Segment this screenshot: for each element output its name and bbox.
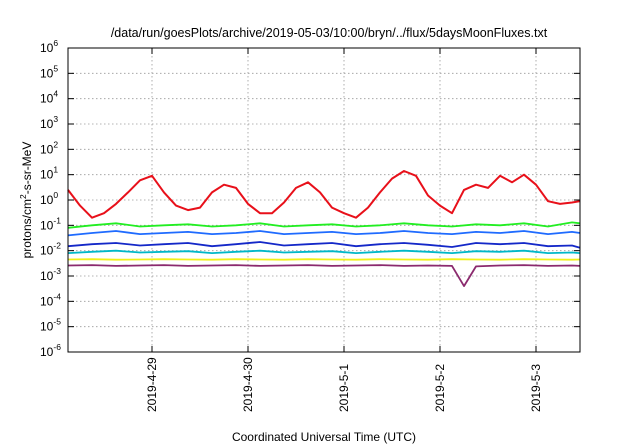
y-tick-label: 100 [40, 190, 58, 207]
y-tick-base: 10 [40, 66, 54, 80]
y-tick-base: 10 [40, 269, 54, 283]
x-axis-label: Coordinated Universal Time (UTC) [232, 430, 416, 444]
y-tick-base: 10 [40, 294, 54, 308]
y-tick-exponent: 6 [53, 38, 58, 48]
series-green-line [67, 221, 581, 229]
y-tick-exponent: 1 [53, 165, 58, 175]
y-axis-label-sup: 2 [18, 194, 28, 199]
y-axis-label: protons/cm2-s-sr-MeV [18, 142, 34, 259]
x-axis-ticks: 2019-4-29 2019-4-30 2019-5-1 2019-5-2 2019-5… [145, 48, 543, 412]
series-navy-line [67, 241, 581, 249]
y-tick-label: 10-5 [40, 317, 61, 334]
x-tick-label: 2019-4-30 [241, 357, 255, 412]
y-axis-label-main: protons/cm [20, 199, 34, 258]
y-tick-label: 10-2 [40, 241, 61, 258]
y-tick-base: 10 [40, 345, 54, 359]
y-tick-exponent: 0 [53, 190, 58, 200]
y-tick-base: 10 [40, 168, 54, 182]
x-tick-label: 2019-5-2 [433, 364, 447, 412]
series-group [67, 170, 581, 288]
series-red-line [67, 170, 581, 219]
y-tick-base: 10 [40, 142, 54, 156]
y-tick-exponent: -5 [53, 317, 61, 327]
y-tick-exponent: 3 [53, 114, 58, 124]
y-tick-label: 104 [40, 89, 58, 106]
x-tick-label: 2019-5-1 [337, 364, 351, 412]
y-tick-base: 10 [40, 244, 54, 258]
y-tick-exponent: 5 [53, 63, 58, 73]
y-tick-base: 10 [40, 218, 54, 232]
y-tick-exponent: 2 [53, 139, 58, 149]
y-tick-label: 105 [40, 63, 58, 80]
y-tick-label: 101 [40, 165, 58, 182]
y-tick-exponent: -6 [53, 342, 61, 352]
x-tick-label: 2019-5-3 [529, 364, 543, 412]
y-tick-label: 10-3 [40, 266, 61, 283]
y-tick-label: 10-4 [40, 291, 61, 308]
y-tick-label: 10-6 [40, 342, 61, 359]
series-purple-line [67, 264, 581, 288]
y-tick-exponent: -1 [53, 215, 61, 225]
y-tick-base: 10 [40, 92, 54, 106]
y-tick-label: 103 [40, 114, 58, 131]
x-tick-label: 2019-4-29 [145, 357, 159, 412]
series-cyan-line [67, 249, 581, 255]
series-yellow-line [67, 258, 581, 261]
grid [68, 48, 580, 352]
y-tick-base: 10 [40, 193, 54, 207]
series-blue-line [67, 230, 581, 237]
y-tick-label: 10-1 [40, 215, 61, 232]
y-tick-exponent: 4 [53, 89, 58, 99]
y-tick-exponent: -4 [53, 291, 61, 301]
y-tick-base: 10 [40, 320, 54, 334]
y-tick-label: 106 [40, 38, 58, 55]
y-tick-base: 10 [40, 41, 54, 55]
y-tick-exponent: -2 [53, 241, 61, 251]
y-axis-label-rest: -s-sr-MeV [20, 142, 34, 195]
y-tick-label: 102 [40, 139, 58, 156]
y-tick-base: 10 [40, 117, 54, 131]
y-axis-ticks: 10-610-510-410-310-210-11001011021031041… [40, 38, 580, 359]
y-tick-exponent: -3 [53, 266, 61, 276]
chart-title: /data/run/goesPlots/archive/2019-05-03/1… [111, 26, 548, 40]
